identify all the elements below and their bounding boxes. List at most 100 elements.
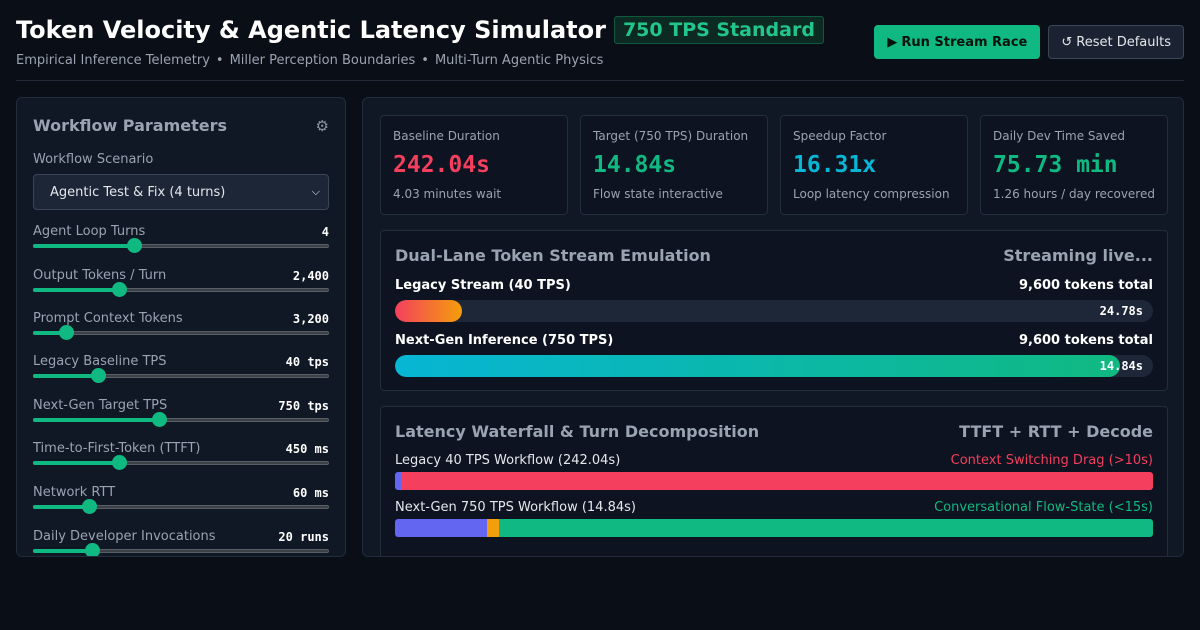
run-button-label: Run Stream Race [901,34,1028,50]
slider-thumb[interactable] [82,499,98,514]
run-stream-race-button[interactable]: ▶ Run Stream Race [874,25,1041,59]
slider-value: 60 ms [292,486,329,500]
stat-subtext: 1.26 hours / day recovered [993,187,1155,201]
results-panel: Baseline Duration 242.04s 4.03 minutes wai… [362,97,1184,557]
lane-name: Next-Gen Inference (750 TPS) [395,333,614,348]
lane-elapsed-time: 14.84s [1099,359,1143,373]
slider-fill [33,418,159,422]
stat-card: Baseline Duration 242.04s 4.03 minutes wai… [380,115,568,215]
stream-emulation-card: Dual-Lane Token Stream Emulation Streami… [380,230,1168,391]
scenario-value: Agentic Test & Fix (4 turns) [50,184,226,200]
play-icon: ▶ [887,34,898,50]
param-slider[interactable]: Next-Gen Target TPS 750 tps [33,398,329,428]
slider-fill [33,461,119,465]
slider-fill [33,374,99,378]
separator-dot: • [215,53,224,68]
stream-title: Dual-Lane Token Stream Emulation [395,246,711,265]
waterfall-segment [401,472,1153,490]
chevron-down-icon: ⌵ [311,185,320,198]
page-title: Token Velocity & Agentic Latency Simulat… [16,16,606,44]
slider-label: Legacy Baseline TPS [33,354,167,369]
slider-thumb[interactable] [126,238,142,253]
param-slider[interactable]: Daily Developer Invocations 20 runs [33,529,329,556]
reset-defaults-button[interactable]: ↺ Reset Defaults [1048,25,1184,59]
slider-thumb[interactable] [91,368,107,383]
param-slider[interactable]: Time-to-First-Token (TTFT) 450 ms [33,441,329,471]
stat-value: 14.84s [593,152,677,178]
header-divider [16,80,1184,81]
stat-subtext: 4.03 minutes wait [393,187,502,201]
slider-thumb[interactable] [85,543,101,556]
scenario-label: Workflow Scenario [33,152,154,167]
tps-standard-badge: 750 TPS Standard [613,16,824,44]
param-slider[interactable]: Output Tokens / Turn 2,400 [33,268,329,298]
lane-track: 14.84s [395,355,1153,377]
slider-label: Prompt Context Tokens [33,311,183,326]
stat-label: Daily Dev Time Saved [993,129,1125,143]
workflow-name: Next-Gen 750 TPS Workflow (14.84s) [395,500,636,515]
waterfall-segment [486,519,500,537]
reset-button-label: Reset Defaults [1076,34,1171,50]
stat-label: Target (750 TPS) Duration [593,129,749,143]
param-slider[interactable]: Prompt Context Tokens 3,200 [33,311,329,341]
workflow-note: Conversational Flow-State (<15s) [934,500,1153,515]
slider-fill [33,549,93,553]
stat-label: Baseline Duration [393,129,500,143]
stat-subtext: Loop latency compression [793,187,950,201]
slider-fill [33,331,66,335]
param-slider[interactable]: Network RTT 60 ms [33,485,329,515]
slider-thumb[interactable] [111,455,127,470]
stat-value: 16.31x [793,152,877,178]
subtitle-part: Empirical Inference Telemetry [16,53,210,68]
reset-icon: ↺ [1061,34,1073,50]
slider-track[interactable] [33,331,329,335]
lane-elapsed-time: 24.78s [1099,304,1143,318]
waterfall-legend: TTFT + RTT + Decode [959,422,1153,441]
slider-label: Output Tokens / Turn [33,268,167,283]
subtitle-part: Multi-Turn Agentic Physics [434,53,604,68]
slider-value: 450 ms [285,442,329,456]
workflow-parameters-panel: Workflow Parameters ⚙ Workflow Scenario … [16,97,346,557]
subtitle-part: Miller Perception Boundaries [229,53,416,68]
separator-dot: • [421,53,429,68]
lane-name: Legacy Stream (40 TPS) [395,278,571,293]
stat-card: Target (750 TPS) Duration 14.84s Flow stat… [580,115,768,215]
slider-label: Agent Loop Turns [33,224,146,239]
slider-fill [33,505,90,509]
waterfall-bar [395,472,1153,490]
waterfall-segment [499,519,1153,537]
slider-value: 4 [321,225,329,239]
stat-subtext: Flow state interactive [593,187,723,201]
stat-card: Daily Dev Time Saved 75.73 min 1.26 hours … [980,115,1168,215]
param-slider[interactable]: Legacy Baseline TPS 40 tps [33,354,329,384]
workflow-name: Legacy 40 TPS Workflow (242.04s) [395,453,621,468]
waterfall-title: Latency Waterfall & Turn Decomposition [395,422,760,441]
waterfall-segment [395,472,401,490]
slider-label: Next-Gen Target TPS [33,398,168,413]
lane-token-total: 9,600 tokens total [1018,278,1153,293]
workflow-note: Context Switching Drag (>10s) [950,453,1153,468]
param-slider[interactable]: Agent Loop Turns 4 [33,224,329,254]
stat-value: 242.04s [393,152,490,178]
header: Token Velocity & Agentic Latency Simulat… [16,16,1184,80]
scenario-select[interactable]: Agentic Test & Fix (4 turns) ⌵ [33,174,329,210]
slider-label: Network RTT [33,485,116,500]
slider-fill [33,244,134,248]
slider-value: 3,200 [292,312,329,326]
slider-thumb[interactable] [151,412,167,427]
slider-fill [33,288,119,292]
stream-status: Streaming live... [1003,246,1153,265]
latency-waterfall-card: Latency Waterfall & Turn Decomposition T… [380,406,1168,556]
stat-card: Speedup Factor 16.31x Loop latency compres… [780,115,968,215]
stat-label: Speedup Factor [793,129,887,143]
slider-value: 750 tps [278,399,329,413]
gear-icon[interactable]: ⚙ [315,116,329,135]
lane-track: 24.78s [395,300,1153,322]
waterfall-bar [395,519,1153,537]
slider-value: 40 tps [285,355,329,369]
slider-thumb[interactable] [111,282,127,297]
slider-label: Time-to-First-Token (TTFT) [33,441,201,456]
slider-value: 20 runs [278,530,329,544]
slider-value: 2,400 [292,269,329,283]
slider-thumb[interactable] [58,325,74,340]
